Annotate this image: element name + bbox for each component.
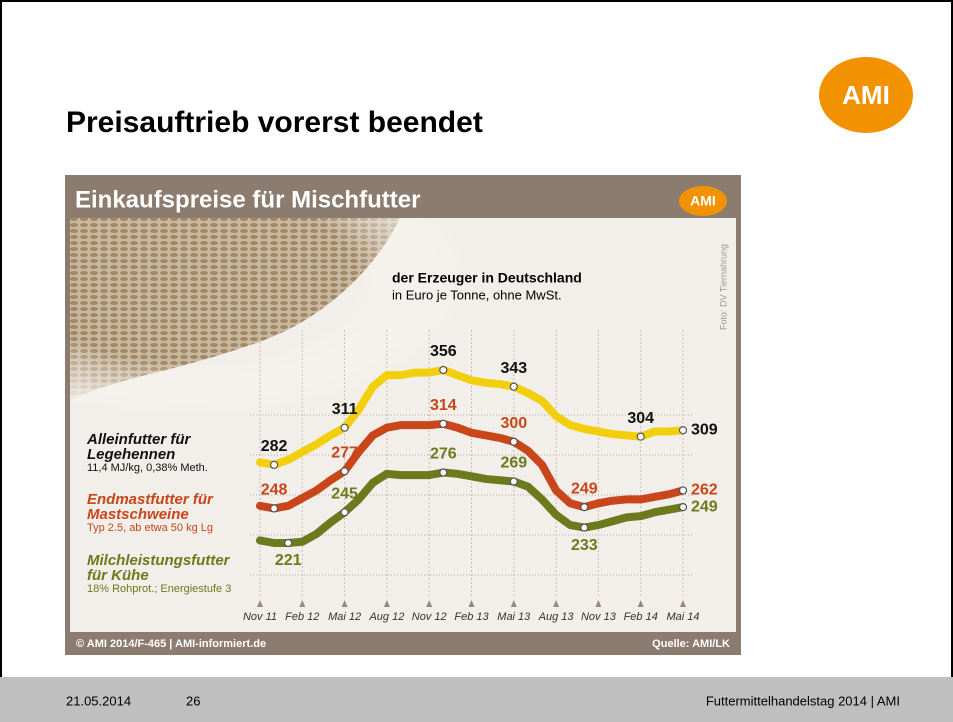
footer-date: 21.05.2014 [66, 693, 131, 708]
footer-right: Futtermittelhandelstag 2014 | AMI [706, 693, 900, 708]
plot: Nov 11 Feb 12 Mai 12 Aug 12 Nov 12 Feb 13 Mai … [243, 330, 718, 623]
data-label: 314 [430, 397, 457, 414]
footer-bar [0, 677, 953, 722]
x-tick-label: Mai 14 [666, 611, 699, 623]
legend-note: 11,4 MJ/kg, 0,38% Meth. [87, 462, 208, 474]
x-tick-label: Aug 13 [538, 611, 575, 623]
x-tick [637, 600, 644, 607]
source-right: Quelle: AMI/LK [652, 638, 730, 650]
data-label: 262 [691, 482, 718, 499]
x-tick [553, 600, 560, 607]
legend-entry: Alleinfutter für Legehennen 11,4 MJ/kg, 0… [87, 432, 237, 475]
data-label: 249 [571, 480, 598, 497]
data-label: 276 [430, 446, 457, 463]
x-tick-label: Nov 13 [581, 611, 617, 623]
data-point [439, 419, 448, 428]
data-label: 249 [691, 498, 718, 515]
data-label: 309 [691, 421, 718, 438]
chart-logo-bg [679, 186, 727, 216]
x-tick [341, 600, 348, 607]
series-line [256, 366, 687, 469]
legend-note: Typ 2.5, ab etwa 50 kg Lg [87, 522, 213, 534]
data-label: 304 [627, 410, 654, 427]
data-point [270, 460, 279, 469]
data-point [340, 423, 349, 432]
x-tick-label: Mai 13 [497, 611, 531, 623]
x-tick [383, 600, 390, 607]
x-tick [299, 600, 306, 607]
x-tick-label: Aug 12 [368, 611, 404, 623]
data-point [678, 503, 688, 512]
legend-note: 18% Rohprot.; Energiestufe 3 [87, 583, 232, 595]
data-label: 233 [571, 537, 598, 554]
data-label: 343 [500, 360, 527, 377]
source-left: © AMI 2014/F-465 | AMI-informiert.de [76, 638, 266, 650]
slide-title: Preisauftrieb vorerst beendet [66, 106, 483, 139]
x-tick [680, 600, 686, 607]
data-label: 269 [500, 455, 527, 472]
x-tick [257, 600, 263, 607]
data-label: 248 [261, 482, 288, 499]
data-label: 356 [430, 343, 457, 360]
legend-name: Milchleistungsfutter für Kühe [87, 552, 230, 584]
data-point [509, 477, 518, 486]
photo-credit: Foto: DV Tiernahrung [718, 244, 728, 330]
pellet-fade [70, 218, 470, 418]
data-point [439, 365, 448, 375]
x-tick-label: Mai 12 [328, 611, 361, 623]
data-point [340, 508, 349, 517]
x-tick-label: Nov 11 [243, 611, 277, 623]
logo: AMI [842, 80, 890, 110]
data-point [678, 426, 688, 435]
data-label: 300 [500, 415, 527, 432]
legend-name: Endmastfutter für Mastschweine [87, 491, 213, 523]
chart-subtitle: der Erzeuger in Deutschland [392, 270, 582, 286]
data-point [284, 538, 293, 548]
data-point [439, 468, 448, 477]
data-point [340, 467, 349, 476]
data-label: 277 [331, 444, 358, 461]
unit-note: in Euro je Tonne, ohne MwSt. [392, 287, 562, 302]
x-tick-label: Nov 12 [412, 611, 447, 623]
series-line [256, 468, 687, 547]
data-point [270, 504, 279, 513]
data-point [636, 432, 645, 441]
chart-logo: AMI [690, 193, 716, 209]
footer-page: 26 [186, 693, 200, 708]
series-line [256, 419, 687, 513]
x-tick [426, 600, 433, 607]
x-tick [510, 600, 517, 607]
legend-name: Alleinfutter für Legehennen [87, 431, 191, 463]
data-point [509, 437, 518, 446]
chart-title: Einkaufspreise für Mischfutter [75, 186, 420, 213]
logo-bg [819, 57, 913, 133]
data-label: 245 [331, 485, 358, 502]
data-point [580, 503, 589, 512]
x-tick-label: Feb 14 [624, 611, 658, 623]
data-point [509, 382, 518, 391]
x-tick [468, 600, 475, 607]
x-tick-label: Feb 12 [285, 611, 319, 623]
data-label: 221 [275, 552, 302, 569]
data-label: 311 [332, 401, 358, 418]
data-point [580, 523, 589, 532]
x-tick [595, 600, 602, 607]
data-label: 282 [261, 438, 288, 455]
legend-entry: Endmastfutter für Mastschweine Typ 2.5, a… [87, 492, 237, 535]
x-tick-label: Feb 13 [454, 611, 489, 623]
legend-entry: Milchleistungsfutter für Kühe 18% Rohprot… [87, 553, 237, 596]
data-point [678, 486, 688, 495]
